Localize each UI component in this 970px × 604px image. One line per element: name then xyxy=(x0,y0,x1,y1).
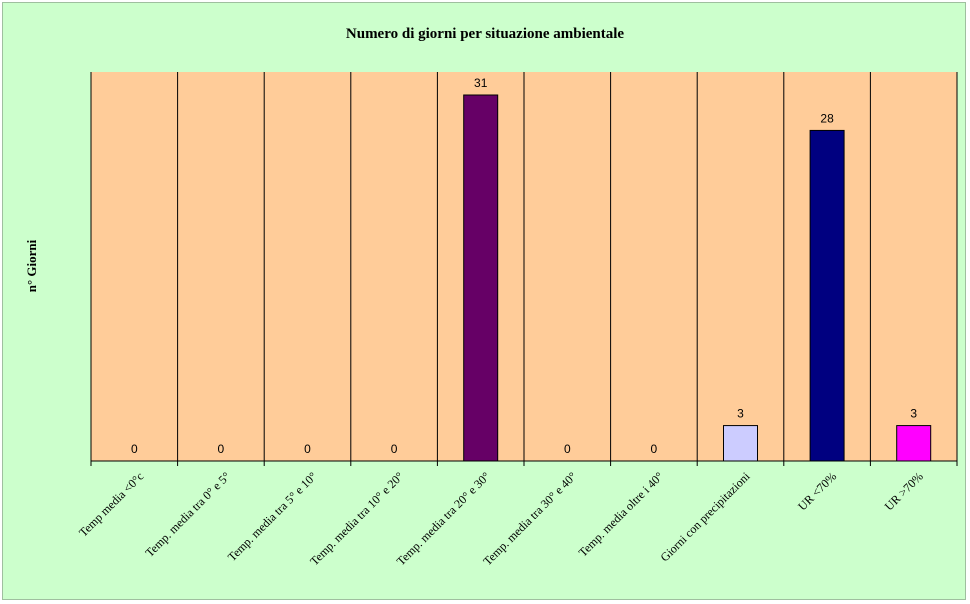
data-label: 31 xyxy=(474,76,488,90)
chart-title: Numero di giorni per situazione ambienta… xyxy=(346,26,625,42)
x-tick-label: Temp. media tra 20° e 30° xyxy=(394,469,493,568)
data-label: 0 xyxy=(391,442,398,456)
x-tick-label: UR >70% xyxy=(882,469,926,513)
x-tick-label: Temp. media tra 10° e 20° xyxy=(307,469,406,568)
x-tick-label: Temp media <0°c xyxy=(76,469,146,539)
category-separators xyxy=(90,72,958,461)
x-tick-label: Temp. media tra 5° e 10° xyxy=(225,469,320,564)
bar xyxy=(723,425,758,462)
data-label: 0 xyxy=(218,442,225,456)
data-label: 0 xyxy=(304,442,311,456)
y-axis-label: n° Giorni xyxy=(24,239,39,292)
data-label: 0 xyxy=(651,442,658,456)
x-tick-label: UR <70% xyxy=(795,469,839,513)
data-label: 0 xyxy=(564,442,571,456)
data-label: 3 xyxy=(910,407,917,421)
data-label: 3 xyxy=(737,407,744,421)
bar xyxy=(463,94,499,462)
bar xyxy=(809,129,845,462)
x-axis-ticks xyxy=(90,461,958,466)
data-label: 28 xyxy=(820,111,834,125)
x-tick-label: Giorni con precipitazioni xyxy=(657,469,753,565)
bars xyxy=(463,94,932,462)
bar xyxy=(896,425,932,462)
data-labels: 0 0 0 0 31 0 0 3 28 3 xyxy=(131,76,917,456)
data-label: 0 xyxy=(131,442,138,456)
x-tick-label: Temp. media oltre i 40° xyxy=(576,469,666,559)
x-tick-label: Temp. media tra 0° e 5° xyxy=(142,469,233,560)
x-tick-label: Temp. media tra 30° e 40° xyxy=(480,469,579,568)
